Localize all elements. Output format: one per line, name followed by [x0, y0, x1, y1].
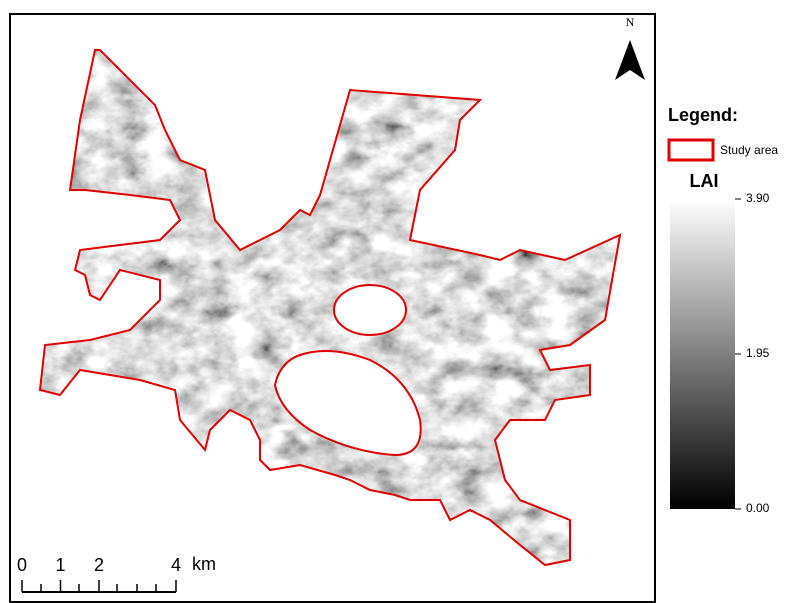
colorbar	[670, 199, 735, 509]
colorbar-tick-label: 3.90	[746, 191, 770, 205]
scale-unit: km	[192, 554, 216, 574]
colorbar-tick-label: 1.95	[746, 346, 770, 360]
scale-tick-label: 2	[94, 555, 104, 575]
scale-tick-label: 1	[55, 555, 65, 575]
map: N Legend: Study area LAI km 3.90 1.95 0.00…	[0, 0, 795, 603]
north-label: N	[626, 15, 635, 29]
scale-tick-label: 0	[17, 555, 27, 575]
legend-title: Legend:	[668, 105, 738, 125]
scale-tick-label: 4	[171, 555, 181, 575]
colorbar-tick-label: 0.00	[746, 501, 770, 515]
study-area-hole	[334, 285, 406, 335]
legend-label: Study area	[720, 143, 778, 157]
colorbar-title: LAI	[690, 171, 719, 191]
legend-swatch	[669, 140, 713, 160]
